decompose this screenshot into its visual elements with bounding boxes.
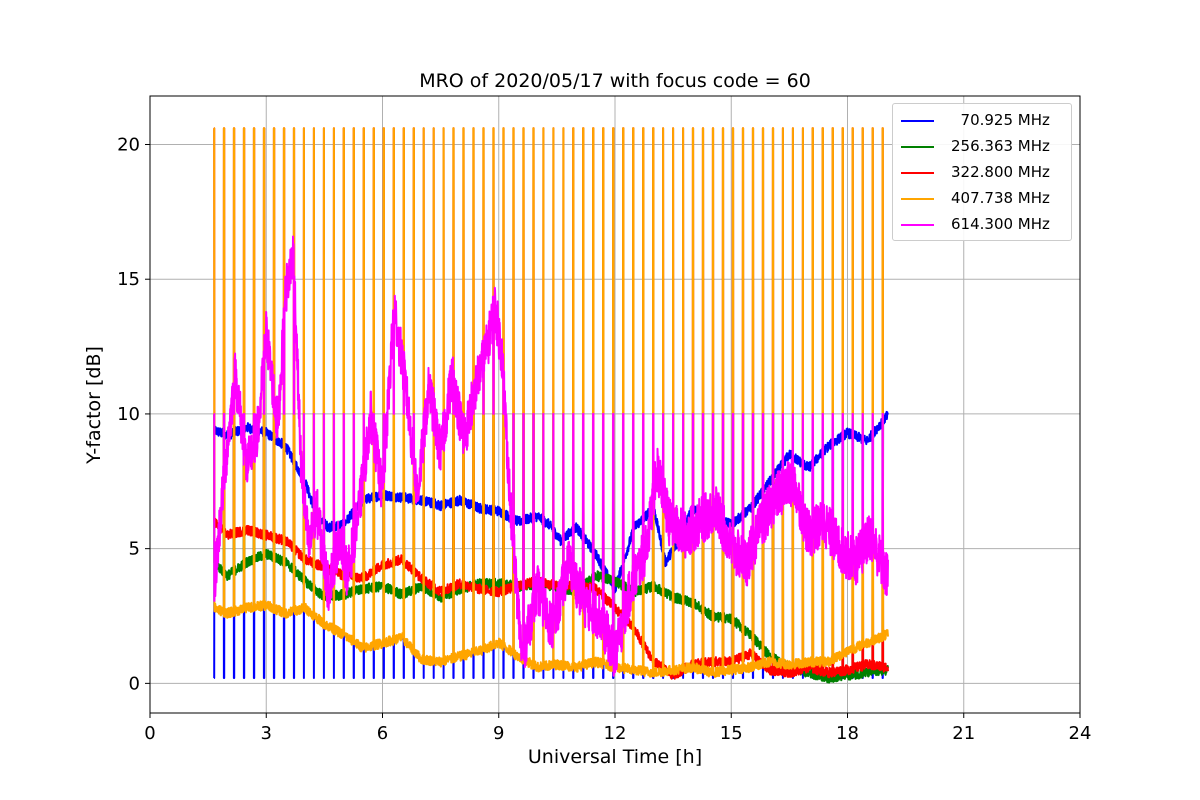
legend-label: 407.738 MHz: [951, 189, 1050, 207]
legend-label: 614.300 MHz: [951, 215, 1050, 233]
legend-entry: 614.300 MHz: [893, 212, 1071, 238]
series-line: [213, 127, 889, 678]
legend-label: 322.800 MHz: [951, 163, 1050, 181]
x-tick-label: 12: [604, 723, 627, 744]
axis-ticks: 0 3 6 9 12 15 18 21 24 0 5 10 15 20: [117, 134, 1091, 744]
x-tick-label: 9: [493, 723, 504, 744]
y-tick-label: 10: [117, 404, 140, 425]
legend-swatch: [901, 224, 934, 226]
chart-title: MRO of 2020/05/17 with focus code = 60: [419, 70, 811, 92]
y-tick-label: 20: [117, 134, 140, 155]
legend-entry: 256.363 MHz: [893, 134, 1071, 160]
legend-label: 70.925 MHz: [951, 111, 1050, 129]
x-tick-label: 18: [836, 723, 859, 744]
series-line: [213, 235, 889, 677]
x-axis-label: Universal Time [h]: [528, 746, 702, 768]
legend-swatch: [901, 172, 934, 174]
legend-entry: 407.738 MHz: [893, 186, 1071, 212]
x-tick-label: 6: [377, 723, 388, 744]
plot-series: [213, 127, 889, 684]
legend-swatch: [901, 120, 934, 122]
legend-swatch: [901, 146, 934, 148]
legend: 70.925 MHz 256.363 MHz 322.800 MHz 407.738 …: [892, 103, 1072, 241]
y-axis-label: Y-factor [dB]: [83, 346, 105, 465]
y-tick-label: 5: [129, 539, 140, 560]
legend-label: 256.363 MHz: [951, 137, 1050, 155]
y-tick-label: 15: [117, 269, 140, 290]
x-tick-label: 21: [952, 723, 975, 744]
y-tick-label: 0: [129, 673, 140, 694]
legend-entry: 322.800 MHz: [893, 160, 1071, 186]
legend-swatch: [901, 198, 934, 200]
x-tick-label: 24: [1069, 723, 1092, 744]
x-tick-label: 0: [144, 723, 155, 744]
x-tick-label: 15: [720, 723, 743, 744]
x-tick-label: 3: [261, 723, 272, 744]
legend-entry: 70.925 MHz: [893, 108, 1071, 134]
